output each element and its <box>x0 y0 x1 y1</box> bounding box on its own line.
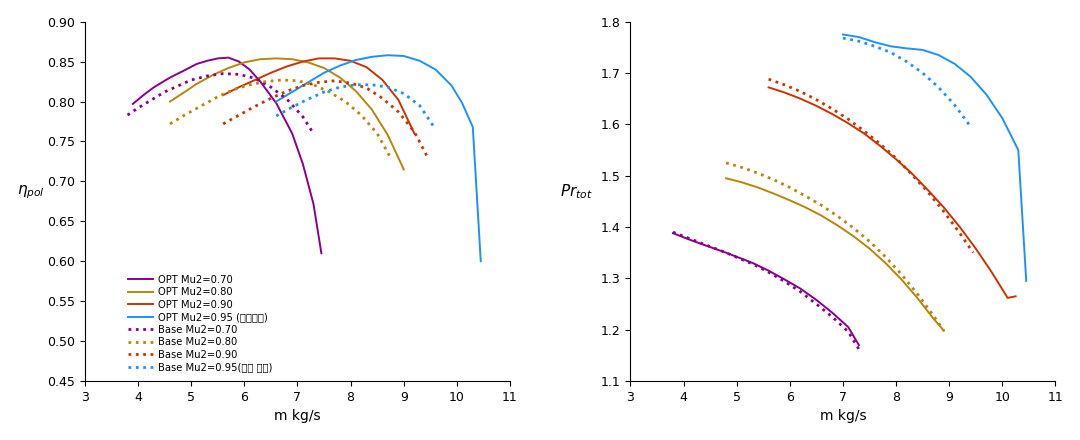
X-axis label: m kg/s: m kg/s <box>820 409 866 423</box>
Y-axis label: $Pr_{tot}$: $Pr_{tot}$ <box>559 183 592 202</box>
Y-axis label: $\eta_{pol}$: $\eta_{pol}$ <box>16 184 44 202</box>
X-axis label: m kg/s: m kg/s <box>274 409 321 423</box>
Legend: OPT Mu2=0.70, OPT Mu2=0.80, OPT Mu2=0.90, OPT Mu2=0.95 (设计转速), Base Mu2=0.70, Ba: OPT Mu2=0.70, OPT Mu2=0.80, OPT Mu2=0.90… <box>124 271 276 376</box>
